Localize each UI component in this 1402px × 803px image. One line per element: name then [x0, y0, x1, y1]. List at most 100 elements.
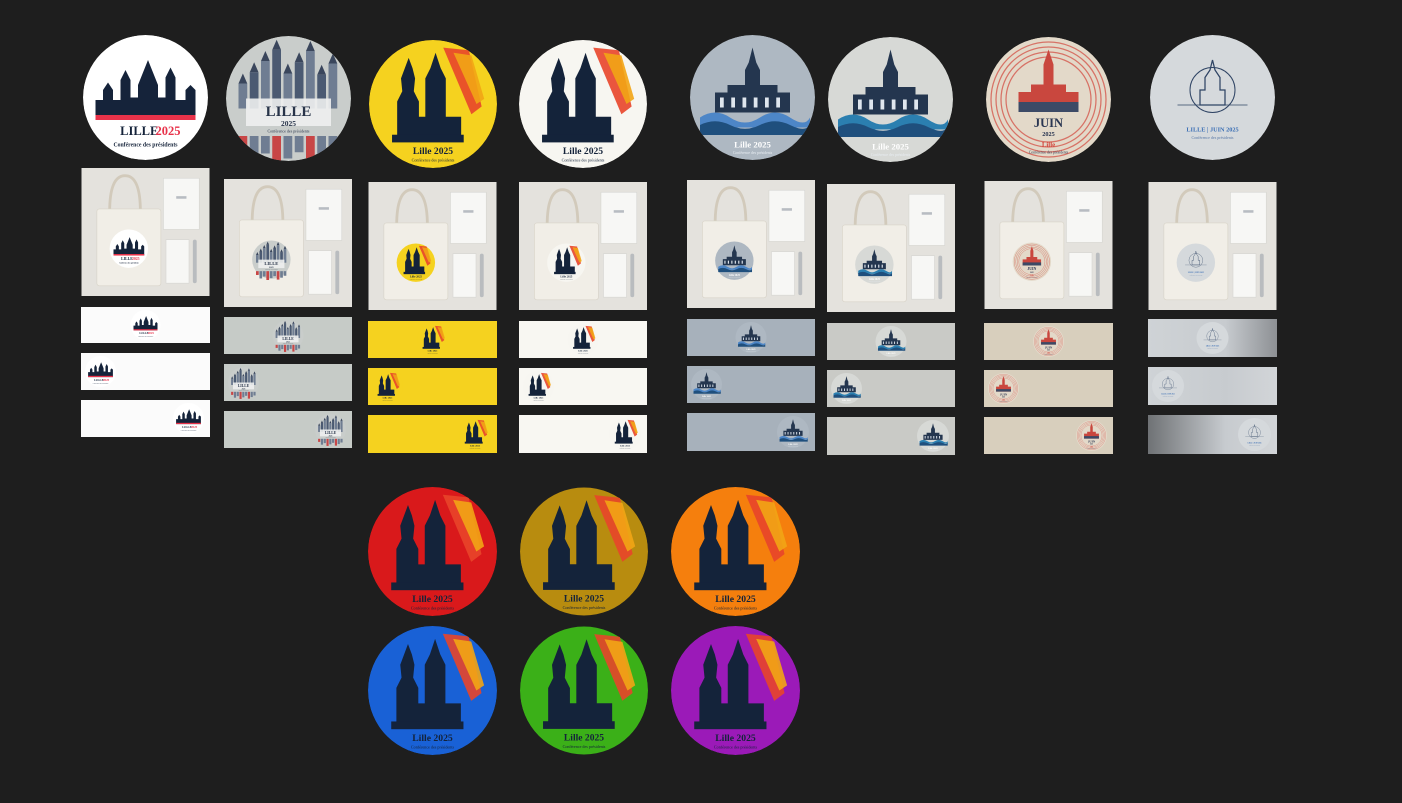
logo-subtitle: Conférence des présidents — [268, 128, 310, 133]
banner-right-c6[interactable]: Lille 2025 Conférence des présidents — [827, 417, 955, 455]
mockup-c1[interactable]: LILLE 2025 Conférence des présidents — [81, 168, 210, 296]
notebook — [1066, 190, 1103, 243]
logo-title: LILLE — [238, 384, 250, 388]
banner-left-c8[interactable]: LILLE | JUIN 2025 Conférence des présiden… — [1148, 367, 1277, 405]
belfry-icon — [697, 372, 716, 389]
logo-subtitle: Conférence des présidents — [563, 605, 606, 610]
logo-title-word: LILLE — [182, 425, 191, 429]
banner-right-c3[interactable]: Lille 2025 Conférence des présidents — [368, 415, 497, 453]
banner-center-c5[interactable]: Lille 2025 Conférence des présidents — [687, 319, 815, 356]
logo-title: LILLE | JUIN 2025 — [1186, 126, 1238, 133]
logo-title: Lille 2025 — [788, 444, 798, 446]
logo-c1[interactable]: LILLE 2025 Conférence des présidents — [83, 35, 208, 160]
logo-c6[interactable]: Lille 2025 Conférence des présidents — [828, 37, 953, 162]
logo-subtitle: Conférence des présidents — [411, 606, 455, 611]
logo-year: 2025 — [1090, 443, 1093, 445]
pen — [479, 253, 484, 298]
banner-center-c7[interactable]: JUIN 2025 Lille Conférence des présidents — [984, 323, 1113, 360]
mockup-c6[interactable]: Lille 2025 Conférence des présidents — [827, 184, 955, 312]
logo-title: Lille 2025 — [563, 146, 603, 157]
variant-logo-red[interactable]: Lille 2025 Conférence des présidents — [368, 487, 497, 616]
logo-title: Lille 2025 — [734, 140, 771, 150]
logo-subtitle: Conférence des présidents — [733, 151, 773, 155]
banner-left-c3[interactable]: Lille 2025 Conférence des présidents — [368, 368, 497, 405]
logo-title: JUIN — [1000, 392, 1008, 396]
logo-c4[interactable]: Lille 2025 Conférence des présidents — [519, 40, 647, 168]
banner-center-c4[interactable]: Lille 2025 Conférence des présidents — [519, 321, 647, 358]
belfry-icon — [862, 249, 886, 270]
banner-left-c6[interactable]: Lille 2025 Conférence des présidents — [827, 370, 955, 407]
flame-icon — [745, 633, 785, 701]
logo-title: Lille 2025 — [715, 594, 756, 605]
logo-year: 2025 — [242, 388, 246, 390]
logo-title: Lille 2025 — [928, 448, 938, 450]
mockup-c2[interactable]: LILLE 2025 Conférence des présidents — [224, 179, 352, 307]
pen — [335, 250, 340, 295]
banner-right-c2[interactable]: LILLE 2025 Conférence des présidents — [224, 411, 352, 448]
logo-title: JUIN — [1027, 267, 1036, 271]
logo-title: LILLE | JUIN 2025 — [1188, 272, 1204, 274]
banner-left-c4[interactable]: Lille 2025 Conférence des présidents — [519, 368, 647, 405]
logo-title-2: Lille — [1090, 446, 1094, 448]
statue-silhouette-icon — [396, 638, 461, 727]
banner-left-c7[interactable]: JUIN 2025 Lille Conférence des présidents — [984, 370, 1113, 407]
skyline-icon — [95, 60, 196, 120]
belfry-icon — [1041, 329, 1056, 345]
logo-c2[interactable]: LILLE 2025 Conférence des présidents — [226, 36, 351, 161]
banner-right-c8[interactable]: LILLE | JUIN 2025 Conférence des présiden… — [1148, 415, 1277, 454]
logo-c8[interactable]: LILLE | JUIN 2025 Conférence des présiden… — [1150, 35, 1275, 160]
logo-c5[interactable]: Lille 2025 Conférence des présidents — [690, 35, 815, 160]
banner-center-c3[interactable]: Lille 2025 Conférence des présidents — [368, 321, 497, 358]
skyline-icon — [176, 409, 201, 425]
mockup-c7[interactable]: JUIN 2025 Lille Conférence des présidents — [984, 181, 1113, 309]
banner-left-c5[interactable]: Lille 2025 Conférence des présidents — [687, 366, 815, 403]
logo-year: 2025 — [1047, 349, 1050, 351]
logo-year: 2025 — [281, 119, 296, 128]
belfry-icon — [881, 329, 901, 346]
mockup-c3[interactable]: Lille 2025 Conférence des présidents — [368, 182, 497, 310]
mockup-c8[interactable]: LILLE | JUIN 2025 Conférence des présiden… — [1148, 182, 1277, 310]
mockup-c5[interactable]: Lille 2025 Conférence des présidents — [687, 180, 815, 308]
banner-left-c1[interactable]: LILLE 2025 Conférence des présidents — [81, 353, 210, 390]
statue-silhouette-icon — [396, 499, 461, 588]
belfry-icon — [1209, 328, 1216, 341]
variant-logo-blue[interactable]: Lille 2025 Conférence des présidents — [368, 626, 497, 755]
logo-subtitle: Conférence des présidents — [113, 142, 178, 148]
statue-silhouette-icon — [397, 52, 462, 140]
variant-logo-purple[interactable]: Lille 2025 Conférence des présidents — [671, 626, 800, 755]
variant-logo-ochre[interactable]: Lille 2025 Conférence des présidents — [520, 487, 648, 616]
logo-year: 2025 — [1030, 272, 1034, 274]
logo-c3[interactable]: Lille 2025 Conférence des présidents — [369, 40, 497, 168]
banner-right-c1[interactable]: LILLE 2025 Conférence des présidents — [81, 400, 210, 437]
banner-center-c2[interactable]: LILLE 2025 Conférence des présidents — [224, 317, 352, 354]
pen — [1095, 252, 1100, 297]
logo-title-2: Lille — [1030, 275, 1034, 277]
banner-center-c6[interactable]: Lille 2025 Conférence des présidents — [827, 323, 955, 360]
mockup-c4[interactable]: Lille 2025 Conférence des présidents — [519, 182, 647, 310]
logo-title: LILLE — [266, 104, 312, 120]
variant-logo-green[interactable]: Lille 2025 Conférence des présidents — [520, 626, 648, 755]
logo-title: LILLE — [282, 337, 294, 341]
logo-title: JUIN — [1088, 439, 1096, 443]
flame-icon — [434, 325, 445, 342]
logo-title-word: LILLE — [94, 378, 103, 382]
logo-year: 2025 — [1002, 396, 1005, 398]
tote-handle — [713, 186, 748, 224]
banner-right-c4[interactable]: Lille 2025 Conférence des présidents — [519, 415, 647, 453]
banner-right-c5[interactable]: Lille 2025 Conférence des présidents — [687, 413, 815, 451]
logo-subtitle: Conférence des présidents — [411, 745, 455, 750]
tote-handle — [545, 188, 580, 226]
banner-left-c2[interactable]: LILLE 2025 Conférence des présidents — [224, 364, 352, 401]
variant-logo-orange[interactable]: Lille 2025 Conférence des présidents — [671, 487, 800, 616]
logo-c7[interactable]: JUIN 2025 Lille Conférence des présidents — [986, 37, 1111, 162]
skyline-icon — [88, 362, 113, 378]
belfry-icon — [1164, 376, 1172, 389]
banner-center-c8[interactable]: LILLE | JUIN 2025 Conférence des présiden… — [1148, 319, 1277, 357]
notebook — [1230, 191, 1267, 244]
belfry-icon — [1191, 251, 1200, 266]
banner-right-c7[interactable]: JUIN 2025 Lille Conférence des présidents — [984, 417, 1113, 454]
banner-center-c1[interactable]: LILLE 2025 Conférence des présidents — [81, 307, 210, 343]
logo-title: Lille 2025 — [702, 396, 711, 398]
logo-title-2: Lille — [1047, 352, 1051, 354]
statue-silhouette-icon — [574, 327, 590, 349]
